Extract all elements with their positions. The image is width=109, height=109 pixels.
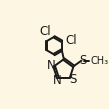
Text: N: N xyxy=(53,74,62,87)
Text: S: S xyxy=(69,73,76,86)
Text: Cl: Cl xyxy=(40,26,51,38)
Text: Cl: Cl xyxy=(65,34,77,47)
Text: N: N xyxy=(47,59,55,72)
Text: CH₃: CH₃ xyxy=(90,56,108,66)
Text: S: S xyxy=(79,54,87,67)
